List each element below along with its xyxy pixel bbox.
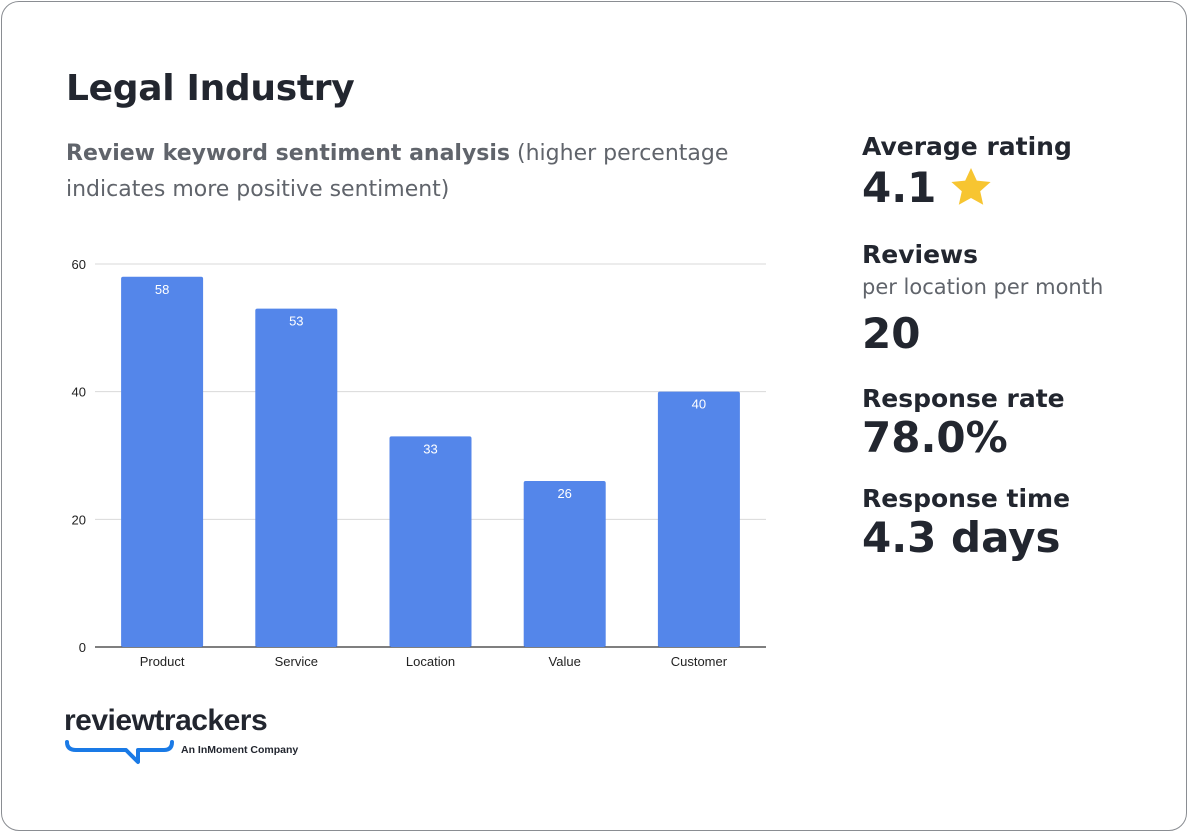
data-label: 40 — [692, 397, 706, 412]
subtitle-bold: Review keyword sentiment analysis — [66, 141, 511, 166]
response-time-label: Response time — [862, 484, 1071, 513]
x-tick-label: Service — [275, 654, 318, 669]
subtitle-rest: (higher percentage indicates more positi… — [66, 141, 729, 202]
x-tick-label: Customer — [671, 654, 728, 669]
bar-location — [389, 436, 472, 647]
reviews-value: 20 — [862, 309, 921, 358]
reviews-label: Reviews — [862, 240, 979, 269]
reviewtrackers-logo: reviewtrackers An InMoment Company — [64, 704, 298, 764]
response-rate-value: 78.0% — [862, 413, 1008, 462]
y-tick-label: 60 — [72, 257, 86, 272]
data-label: 26 — [557, 486, 571, 501]
bar-chart: 0 20 40 60 58 Product 53 Service 33 Location 26 Val… — [72, 257, 766, 669]
avg-rating-value: 4.1 — [862, 163, 937, 212]
star-icon — [951, 167, 992, 205]
bar-service — [255, 308, 338, 647]
reviews-sub: per location per month — [862, 275, 1104, 299]
page-title: Legal Industry — [66, 68, 355, 109]
bar-value — [523, 481, 606, 647]
y-tick-label: 20 — [72, 512, 86, 527]
speech-bubble-underline-icon — [65, 740, 174, 764]
x-tick-label: Product — [140, 654, 185, 669]
avg-rating-label: Average rating — [862, 132, 1072, 161]
data-label: 58 — [155, 282, 169, 297]
logo-wordmark: reviewtrackers — [64, 704, 268, 737]
bar-customer — [657, 391, 740, 647]
x-tick-label: Value — [549, 654, 581, 669]
y-tick-label: 40 — [72, 385, 86, 400]
x-tick-label: Location — [406, 654, 455, 669]
stats-panel: Average rating 4.1 Reviews per location … — [862, 132, 1103, 562]
response-time-value: 4.3 days — [862, 513, 1061, 562]
chart-subtitle: Review keyword sentiment analysis (highe… — [66, 136, 746, 208]
data-label: 53 — [289, 314, 303, 329]
response-rate-label: Response rate — [862, 384, 1065, 413]
data-label: 33 — [423, 441, 437, 456]
bar-product — [121, 276, 204, 647]
logo-tagline: An InMoment Company — [181, 744, 299, 756]
y-tick-label: 0 — [79, 640, 86, 655]
